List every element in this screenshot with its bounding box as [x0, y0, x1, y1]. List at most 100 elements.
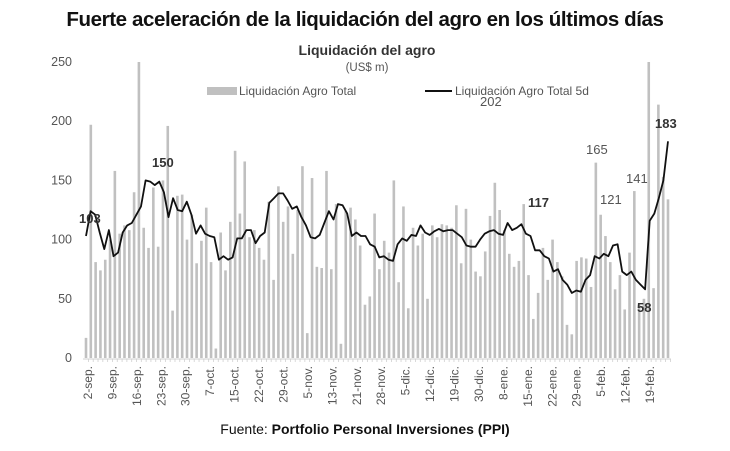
bar	[421, 233, 424, 358]
bar	[113, 170, 117, 358]
bar	[532, 318, 535, 358]
x-tick-label: 16-sep.	[130, 366, 144, 406]
bar	[565, 324, 569, 358]
bar	[224, 270, 227, 358]
data-label: 183	[655, 116, 677, 131]
y-tick-label: 250	[51, 55, 72, 69]
bar	[272, 279, 275, 358]
bar	[551, 239, 554, 358]
data-label: 165	[586, 142, 608, 157]
bar	[382, 240, 386, 358]
x-tick-label: 5-dic.	[399, 366, 413, 395]
bar	[426, 298, 429, 358]
bar	[618, 275, 622, 358]
x-tick-label: 12-dic.	[423, 366, 437, 402]
bar	[171, 310, 174, 358]
bar	[257, 247, 261, 358]
bar	[344, 211, 348, 358]
bar	[99, 270, 102, 358]
bar	[406, 308, 410, 358]
x-tick-label: 30-sep.	[179, 366, 193, 406]
bar	[440, 224, 444, 358]
bar	[291, 253, 295, 358]
bar	[604, 236, 607, 358]
data-label: 58	[637, 300, 651, 315]
bar	[580, 257, 583, 358]
bar	[305, 333, 309, 358]
x-tick-label: 19-feb.	[643, 366, 657, 403]
bar	[493, 182, 497, 358]
bar	[123, 225, 126, 358]
chart-title: Liquidación del agro	[299, 42, 436, 58]
x-tick-label: 15-oct.	[228, 366, 242, 403]
bar	[647, 62, 651, 358]
bar	[469, 239, 473, 358]
bar	[281, 221, 285, 358]
bar	[536, 292, 540, 358]
bar	[330, 269, 333, 358]
bar	[512, 266, 516, 358]
data-label: 150	[152, 155, 174, 170]
bar	[233, 150, 237, 358]
bar	[397, 282, 400, 358]
bar	[209, 262, 213, 358]
bar	[185, 239, 189, 358]
x-tick-label: 30-dic.	[472, 366, 486, 402]
bar	[584, 258, 588, 358]
bar	[431, 225, 434, 358]
bar	[296, 210, 299, 358]
bar	[503, 230, 506, 358]
legend-swatch-bar	[207, 87, 237, 95]
headline: Fuerte aceleración de la liquidación del…	[66, 8, 664, 31]
bar	[84, 337, 88, 358]
line-5d	[85, 141, 669, 294]
bar	[541, 247, 545, 358]
bar	[479, 276, 482, 358]
bar	[248, 237, 251, 358]
bar	[657, 104, 660, 359]
bar	[556, 262, 559, 358]
data-label: 103	[79, 211, 101, 226]
legend-label-bar: Liquidación Agro Total	[239, 84, 356, 98]
bar	[262, 259, 266, 358]
bar	[474, 271, 477, 358]
bar-series	[84, 62, 670, 359]
bar	[522, 204, 526, 358]
y-axis: 0 50 100 150 200 250	[51, 55, 72, 365]
x-tick-label: 22-oct.	[252, 366, 266, 403]
bar	[589, 286, 593, 358]
bar	[142, 227, 146, 358]
bar	[450, 227, 453, 358]
x-tick-label: 9-sep.	[105, 366, 119, 399]
bar	[156, 246, 160, 358]
bar	[200, 240, 203, 358]
bar	[243, 161, 247, 358]
bar	[575, 260, 578, 358]
x-tick-label: 2-sep.	[81, 366, 95, 399]
y-tick-label: 200	[51, 114, 72, 128]
bar	[315, 266, 319, 358]
bar	[402, 206, 405, 358]
chart-subtitle: (US$ m)	[346, 62, 389, 74]
bar	[108, 239, 112, 358]
bar	[387, 252, 391, 358]
data-label: 121	[600, 192, 622, 207]
bar	[176, 195, 179, 358]
bar	[373, 213, 376, 358]
bar	[570, 334, 574, 358]
bar	[354, 219, 357, 358]
bar	[459, 263, 463, 358]
bar	[445, 225, 449, 358]
bar	[363, 304, 367, 358]
bar	[301, 166, 304, 358]
x-tick-label: 8-ene.	[496, 366, 510, 400]
x-tick-label: 5-feb.	[594, 366, 608, 397]
bar	[238, 213, 242, 358]
line-series	[85, 141, 669, 294]
bar	[161, 180, 165, 358]
data-label: 117	[528, 195, 549, 210]
x-tick-label: 22-ene.	[545, 366, 559, 407]
bar	[483, 251, 487, 358]
bar	[411, 227, 415, 358]
bar	[637, 304, 641, 358]
